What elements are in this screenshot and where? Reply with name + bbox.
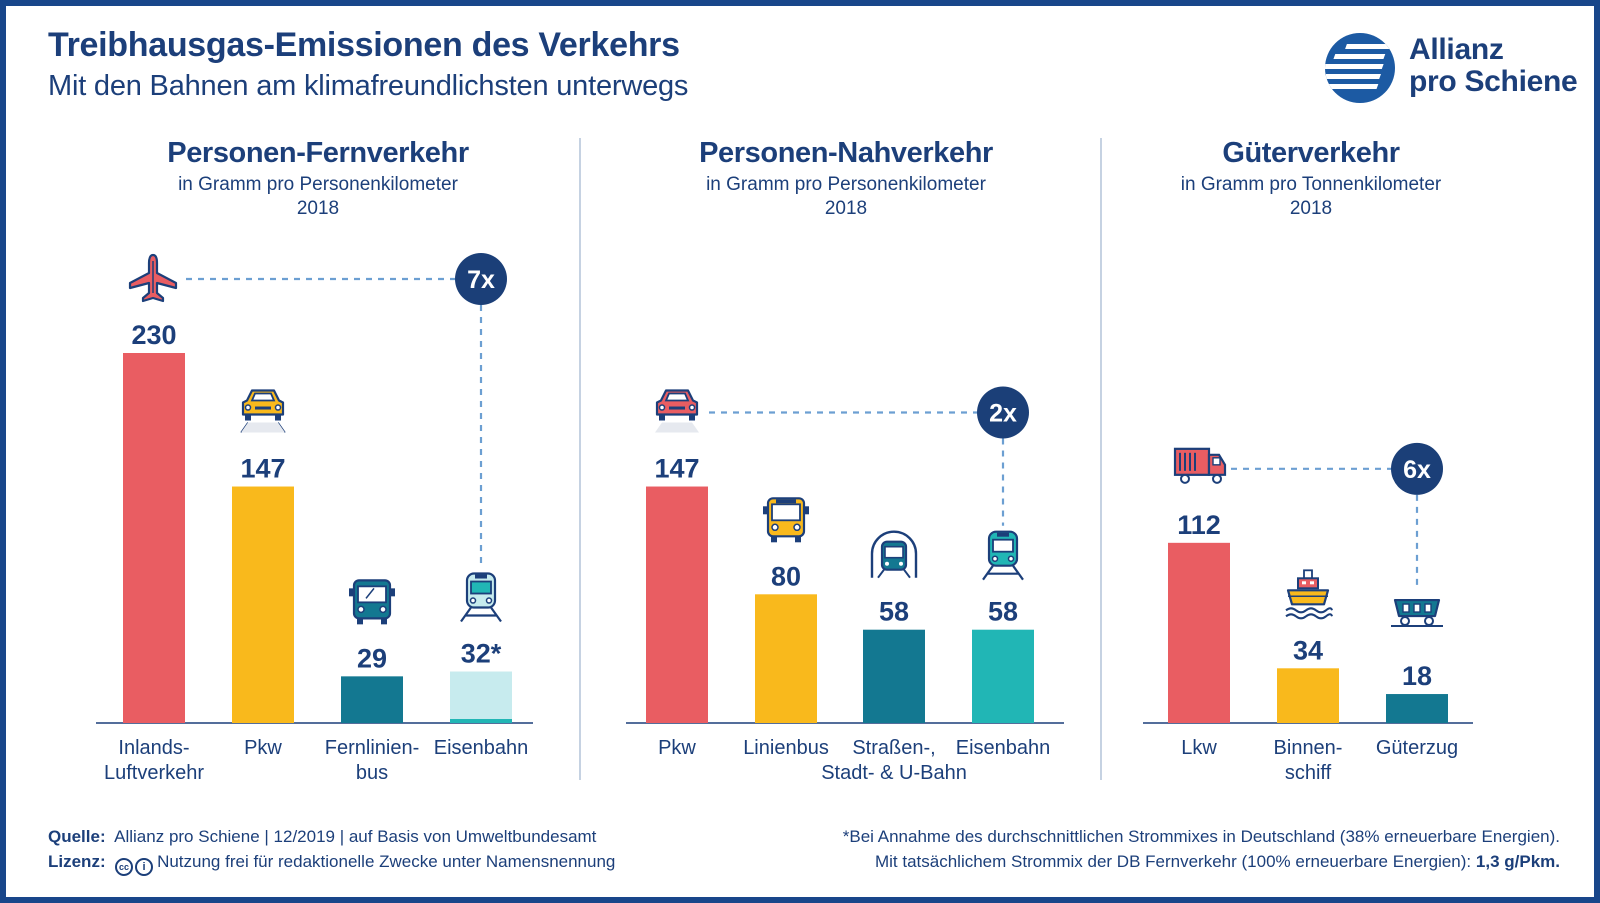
category-label: Stadt- & U-Bahn <box>821 762 967 784</box>
car-icon <box>239 389 287 434</box>
bar <box>972 629 1034 723</box>
logo-line-1: Allianz <box>1409 33 1504 66</box>
airplane-icon <box>128 253 178 303</box>
category-label: Fernlinien- <box>325 737 419 759</box>
truck-icon <box>1173 447 1227 484</box>
footer-note: *Bei Annahme des durchschnittlichen Stro… <box>843 824 1560 874</box>
page-title: Treibhausgas-Emissionen des Verkehrs <box>48 26 680 64</box>
tram-icon <box>870 530 918 579</box>
bar <box>863 629 925 723</box>
note-line-2: Mit tatsächlichem Strommix der DB Fernve… <box>874 852 1472 871</box>
panel-year: 2018 <box>297 198 339 219</box>
bar <box>1277 668 1339 723</box>
note-line-1: *Bei Annahme des durchschnittlichen Stro… <box>842 827 1560 846</box>
train-icon <box>981 530 1025 581</box>
category-label: Inlands- <box>118 737 189 759</box>
license-label: Lizenz: <box>48 852 106 871</box>
category-label: Lkw <box>1181 737 1217 759</box>
value-label: 58 <box>988 597 1018 627</box>
comparison-badge-label: 7x <box>467 266 495 294</box>
source-text: Allianz pro Schiene | 12/2019 | auf Basi… <box>114 827 597 846</box>
value-label: 230 <box>131 320 176 350</box>
freight-wagon-icon <box>1389 598 1445 628</box>
panel-year: 2018 <box>1290 198 1332 219</box>
value-label: 34 <box>1293 635 1323 665</box>
panel-title: Güterverkehr <box>1222 137 1399 169</box>
panel-subtitle: in Gramm pro Tonnenkilometer <box>1181 174 1442 195</box>
value-label: 18 <box>1402 661 1432 691</box>
bar-renewable-share <box>450 719 512 723</box>
panel-subtitle: in Gramm pro Personenkilometer <box>178 174 458 195</box>
bar <box>341 676 403 723</box>
bar <box>646 486 708 723</box>
panel-2: Güterverkehr in Gramm pro Tonnenkilometer… <box>1143 137 1473 784</box>
comparison-badge-label: 6x <box>1403 456 1431 484</box>
ship-icon <box>1284 569 1334 620</box>
panel-title: Personen-Nahverkehr <box>699 137 993 169</box>
comparison-badge-label: 2x <box>989 400 1017 428</box>
value-label: 147 <box>654 454 699 484</box>
value-label: 29 <box>357 643 387 673</box>
bar <box>232 486 294 723</box>
source-label: Quelle: <box>48 827 106 846</box>
cc-icon: cc <box>115 858 134 876</box>
category-label: Binnen- <box>1274 737 1343 759</box>
logo-line-2: pro Schiene <box>1409 65 1578 98</box>
category-label: Pkw <box>244 737 282 759</box>
comparison-badge <box>1391 442 1443 495</box>
category-label: Eisenbahn <box>956 737 1051 759</box>
category-label: schiff <box>1285 762 1332 784</box>
category-label: Pkw <box>658 737 696 759</box>
value-label: 32* <box>461 639 502 669</box>
panel-subtitle: in Gramm pro Personenkilometer <box>706 174 986 195</box>
category-label: Luftverkehr <box>104 762 204 784</box>
category-label: bus <box>356 762 388 784</box>
value-label: 112 <box>1177 510 1221 540</box>
bus-icon <box>347 579 397 626</box>
bar <box>755 594 817 723</box>
panel-year: 2018 <box>825 198 867 219</box>
note-value: 1,3 g/Pkm. <box>1475 852 1560 871</box>
logo-emblem-icon <box>1325 33 1395 103</box>
allianz-pro-schiene-logo: Allianz pro Schiene <box>1322 30 1578 106</box>
page-subtitle: Mit den Bahnen am klimafreundlichsten un… <box>48 70 689 102</box>
panel-1: Personen-Nahverkehr in Gramm pro Personen… <box>626 137 1102 784</box>
bar <box>450 671 512 723</box>
bar <box>1168 542 1230 723</box>
car-icon <box>653 389 701 434</box>
panel-title: Personen-Fernverkehr <box>167 137 469 169</box>
train-icon <box>459 572 503 623</box>
comparison-badge <box>455 253 507 305</box>
comparison-badge <box>977 386 1029 439</box>
panel-0: Personen-Fernverkehr in Gramm pro Persone… <box>96 137 581 784</box>
category-label: Eisenbahn <box>434 737 529 759</box>
category-label: Straßen-, <box>852 737 935 759</box>
license-text: Nutzung frei für redaktionelle Zwecke un… <box>157 852 616 871</box>
value-label: 147 <box>240 454 285 484</box>
city-bus-icon <box>761 497 811 544</box>
attribution-icon: i <box>135 858 154 876</box>
category-label: Linienbus <box>743 737 829 759</box>
category-label: Güterzug <box>1376 737 1458 759</box>
value-label: 80 <box>771 561 801 591</box>
footer-source: Quelle: Allianz pro Schiene | 12/2019 | … <box>48 824 615 876</box>
value-label: 58 <box>879 597 909 627</box>
bar <box>123 353 185 723</box>
bar <box>1386 694 1448 723</box>
